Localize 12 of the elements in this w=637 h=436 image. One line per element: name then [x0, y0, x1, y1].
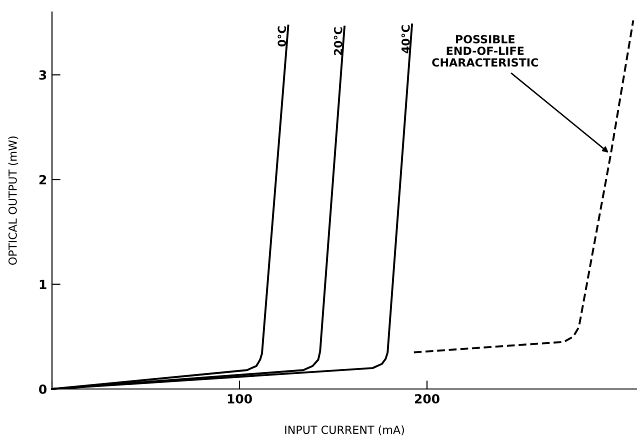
- x-axis-title: INPUT CURRENT (mA): [285, 425, 404, 436]
- annotation: POSSIBLE END-OF-LIFE CHARACTERISTIC: [432, 35, 538, 67]
- y-tick-label: 1: [40, 280, 46, 290]
- text: 40°C: [401, 25, 410, 54]
- y-tick-label: 0: [39, 384, 47, 394]
- x-tick-label: 200: [414, 394, 440, 404]
- x-tick-label: 100: [228, 394, 252, 404]
- y-tick-label: 2: [39, 175, 46, 184]
- text: 20°C: [334, 27, 342, 55]
- text: 0°C: [278, 26, 286, 47]
- y-axis-title: OPTICAL OUTPUT (mW): [8, 136, 18, 265]
- y-tick-label: 3: [39, 70, 46, 80]
